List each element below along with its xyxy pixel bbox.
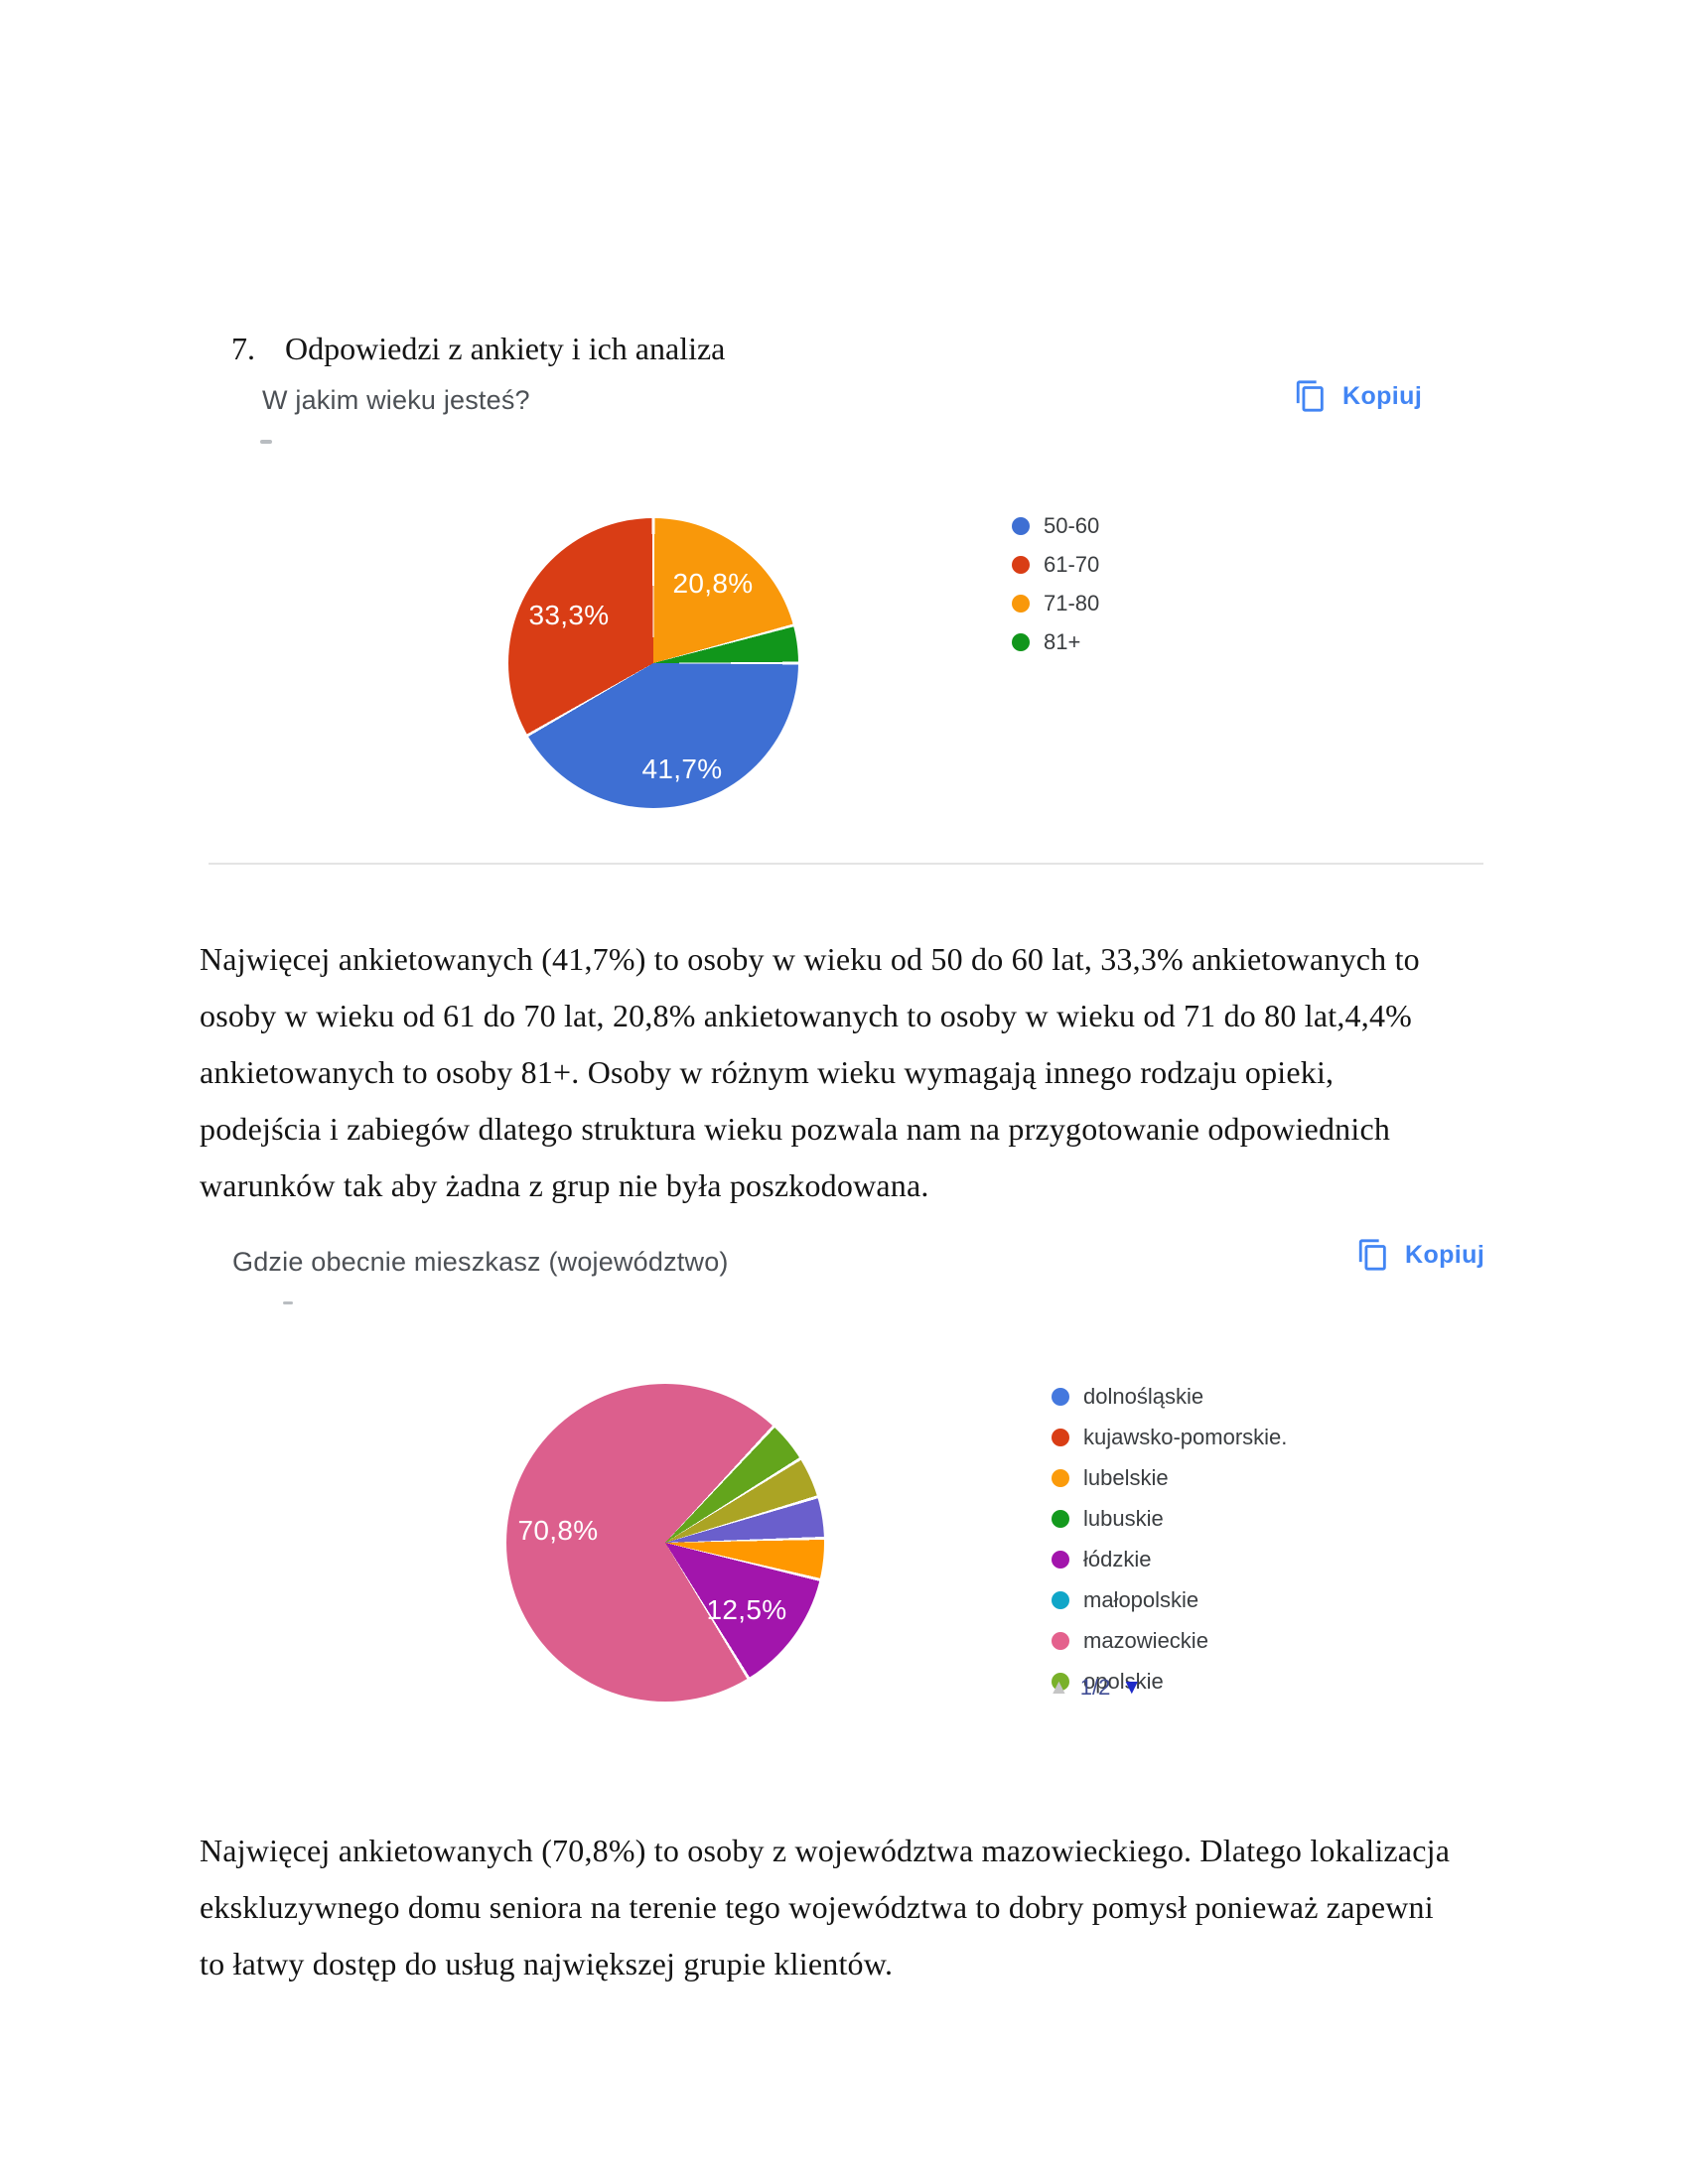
pie-value-label: 33,3% <box>528 600 610 630</box>
legend-item: lubuskie <box>1052 1506 1287 1532</box>
legend-label: łódzkie <box>1083 1547 1152 1571</box>
pie-value-label: 41,7% <box>641 753 723 784</box>
copy-icon <box>1296 380 1324 412</box>
legend-item: opolskie <box>1052 1669 1287 1695</box>
legend-item: 81+ <box>1012 629 1099 655</box>
heading-number: 7. <box>231 331 255 366</box>
copy-icon <box>1358 1239 1386 1271</box>
analysis-paragraph-age: Najwięcej ankietowanych (41,7%) to osoby… <box>200 941 1420 1203</box>
card-divider <box>209 863 1483 865</box>
legend-label: 61-70 <box>1044 552 1100 577</box>
legend-label: mazowieckie <box>1083 1628 1208 1653</box>
legend-color-dot <box>1012 517 1030 535</box>
legend-color-dot <box>1052 1551 1069 1569</box>
legend-pager: ▲ 1/2 ▼ <box>1049 1675 1142 1701</box>
copy-button[interactable]: Kopiuj <box>1294 379 1422 413</box>
pager-up-icon[interactable]: ▲ <box>1049 1676 1069 1699</box>
legend-item: kujawsko-pomorskie. <box>1052 1425 1287 1450</box>
legend-label: lubelskie <box>1083 1465 1169 1490</box>
legend-item: dolnośląskie <box>1052 1384 1287 1410</box>
pager-page-indicator: 1/2 <box>1079 1675 1111 1700</box>
pie-value-label: 12,5% <box>706 1594 787 1625</box>
legend-label: opolskie <box>1083 1669 1164 1694</box>
legend-label: lubuskie <box>1083 1506 1164 1531</box>
legend-label: 50-60 <box>1044 513 1100 538</box>
legend-label: małopolskie <box>1083 1587 1199 1612</box>
legend-item: lubelskie <box>1052 1465 1287 1491</box>
voivodeship-legend: dolnośląskie kujawsko-pomorskie. lubelskie… <box>1052 1384 1287 1709</box>
legend-color-dot <box>1052 1388 1069 1406</box>
voivodeship-pie-chart <box>506 1384 824 1702</box>
legend-label: 81+ <box>1044 629 1081 654</box>
question-title-age: W jakim wieku jesteś? <box>262 385 530 415</box>
legend-item: 71-80 <box>1012 591 1099 616</box>
legend-color-dot <box>1052 1632 1069 1650</box>
copy-button[interactable]: Kopiuj <box>1356 1238 1484 1272</box>
age-legend: 50-60 61-70 71-80 81+ <box>1012 513 1099 668</box>
legend-color-dot <box>1052 1673 1069 1691</box>
legend-color-dot <box>1052 1591 1069 1609</box>
copy-label: Kopiuj <box>1342 381 1423 410</box>
pie-value-label: 70,8% <box>517 1515 599 1546</box>
legend-label: 71-80 <box>1044 591 1100 615</box>
copy-label: Kopiuj <box>1405 1240 1485 1269</box>
pager-down-icon[interactable]: ▼ <box>1121 1676 1143 1699</box>
legend-color-dot <box>1052 1510 1069 1528</box>
question-title-voivodeship: Gdzie obecnie mieszkasz (województwo) <box>232 1247 729 1277</box>
heading-text: Odpowiedzi z ankiety i ich analiza <box>285 331 726 366</box>
legend-label: dolnośląskie <box>1083 1384 1204 1409</box>
question-subtitle-dash <box>283 1301 293 1304</box>
legend-item: małopolskie <box>1052 1587 1287 1613</box>
legend-label: kujawsko-pomorskie. <box>1083 1425 1288 1449</box>
legend-item: 61-70 <box>1012 552 1099 578</box>
analysis-paragraph-voivodeship: Najwięcej ankietowanych (70,8%) to osoby… <box>200 1833 1451 1981</box>
legend-color-dot <box>1012 633 1030 651</box>
legend-item: mazowieckie <box>1052 1628 1287 1654</box>
legend-color-dot <box>1012 595 1030 613</box>
pie-value-label: 20,8% <box>672 568 754 599</box>
age-pie-chart <box>508 518 798 808</box>
legend-color-dot <box>1052 1429 1069 1446</box>
section-heading: 7. Odpowiedzi z ankiety i ich analiza <box>200 294 725 404</box>
legend-color-dot <box>1052 1469 1069 1487</box>
question-subtitle-dash <box>260 440 272 444</box>
legend-item: łódzkie <box>1052 1547 1287 1572</box>
legend-item: 50-60 <box>1012 513 1099 539</box>
legend-color-dot <box>1012 556 1030 574</box>
